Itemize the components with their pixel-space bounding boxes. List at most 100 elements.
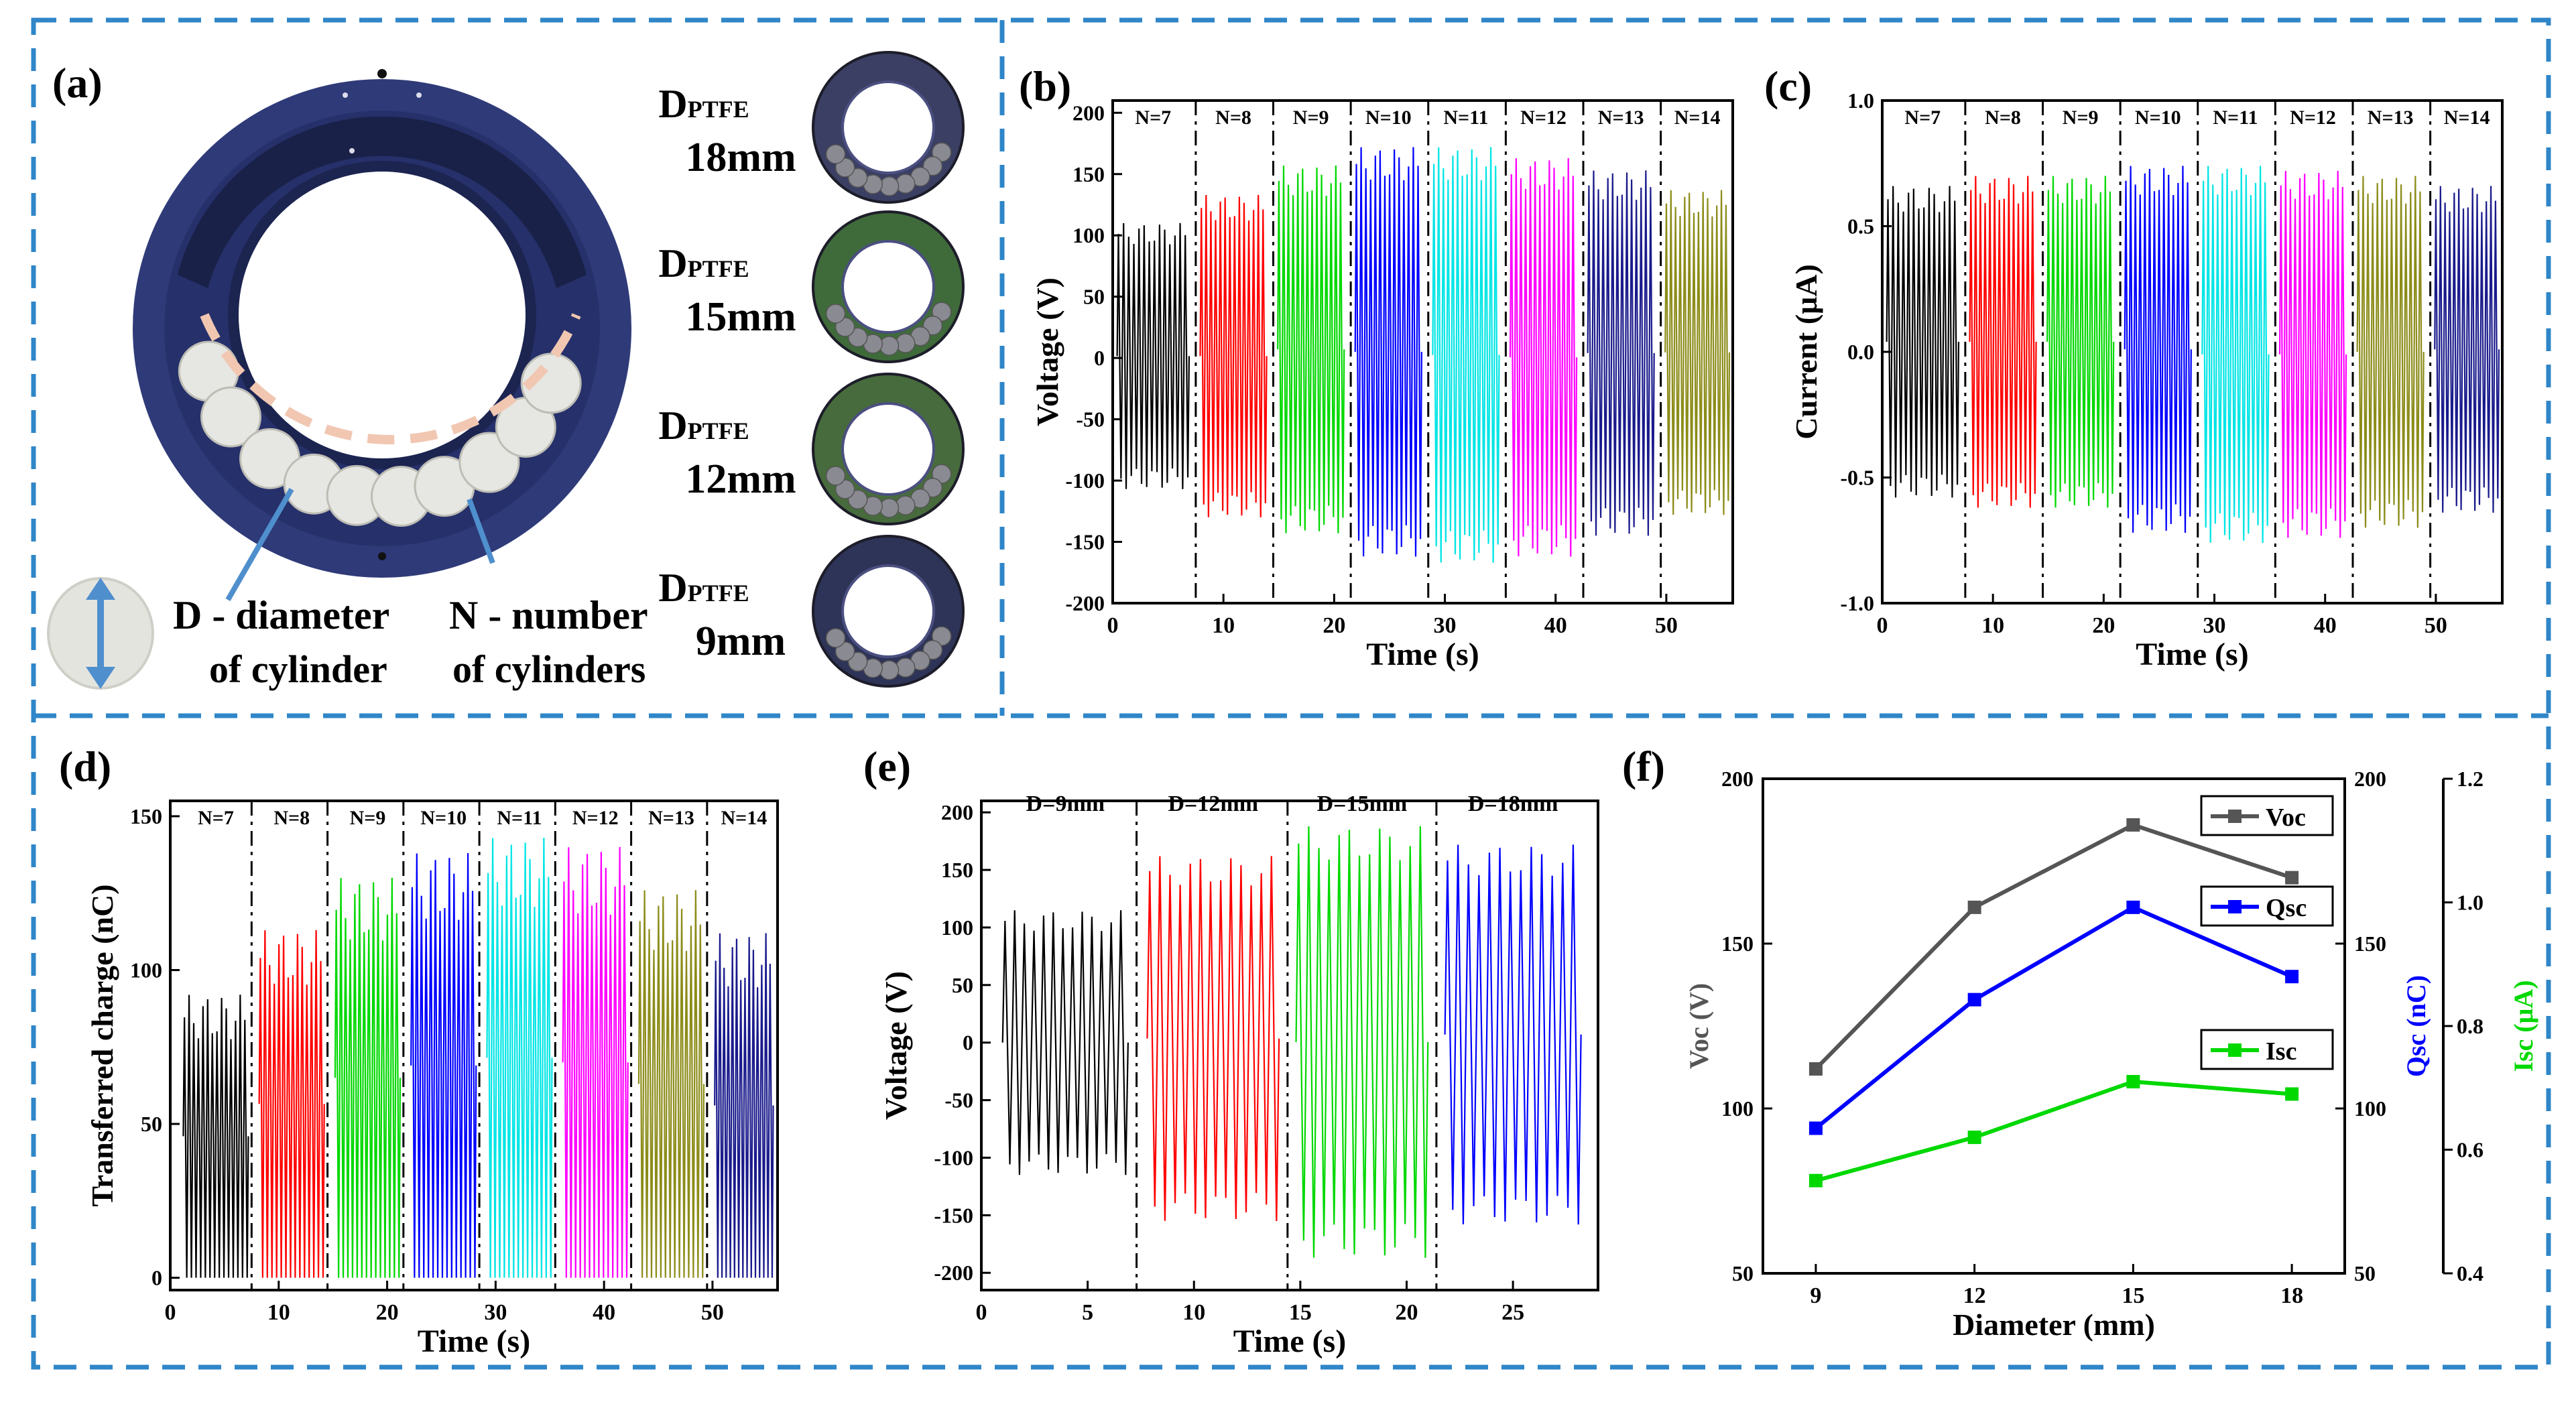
y-tick-label: -200	[934, 1261, 973, 1285]
signal-trace-d15mm	[1295, 826, 1429, 1258]
panel-label: (c)	[1764, 62, 1812, 110]
x-tick-label: 0	[165, 1300, 176, 1325]
y-tick-label-isc: 0.4	[2457, 1261, 2483, 1285]
pointer-line-d	[225, 488, 294, 601]
ring-roller-dot	[932, 142, 952, 162]
segment-label: N=13	[648, 807, 694, 829]
x-axis-title: Time (s)	[1366, 637, 1479, 672]
segment-label: D=15mm	[1317, 791, 1408, 816]
n-number-label: N - number	[449, 593, 648, 637]
y-tick-label: -50	[944, 1088, 973, 1112]
signal-trace-n8	[258, 930, 325, 1278]
y-axis-title: Voltage (V)	[879, 971, 913, 1120]
ring-roller-dot	[895, 657, 916, 678]
ring-diameter-size: 18mm	[685, 135, 796, 180]
series-line-isc	[1815, 1079, 2292, 1183]
ring-roller-dot	[932, 464, 952, 484]
y-tick-label: -1.0	[1840, 591, 1874, 615]
mount-hole	[377, 69, 387, 78]
d-diameter-label-line2: of cylinder	[209, 647, 387, 691]
panel-label: (b)	[1019, 62, 1071, 110]
y-tick-label: -150	[934, 1203, 973, 1227]
y-tick-label: 100	[130, 958, 162, 982]
segment-label: D=9mm	[1026, 791, 1105, 816]
ring-diameter-label: DPTFE	[658, 566, 749, 610]
signal-trace-n8	[1969, 176, 2037, 508]
cylinder-diameter-icon	[47, 577, 154, 690]
y-axis-title: Voltage (V)	[1030, 277, 1064, 426]
y-tick-label-voc: 200	[1721, 767, 1754, 791]
arrow-down-icon	[86, 667, 115, 689]
x-tick-label: 20	[376, 1300, 399, 1325]
signal-trace-n9	[2046, 176, 2115, 508]
legend-marker	[2228, 810, 2242, 823]
segment-label: N=11	[497, 807, 542, 829]
segment-label: N=8	[1985, 107, 2021, 129]
x-axis-title: Time (s)	[1233, 1324, 1346, 1359]
ring-diameter-label: DPTFE	[658, 403, 749, 448]
y-tick-label: -100	[934, 1145, 973, 1169]
y-tick-label-voc: 50	[1732, 1261, 1754, 1285]
series-marker-voc	[1808, 1062, 1823, 1076]
signal-trace-d12mm	[1146, 856, 1280, 1221]
signal-trace-n7	[1886, 186, 1960, 498]
y-tick-label-qsc: 200	[2354, 767, 2386, 791]
arrow-up-icon	[86, 578, 115, 600]
signal-trace-n13	[2356, 176, 2425, 528]
y-tick-label: 150	[1072, 162, 1105, 186]
segment-label: N=12	[2290, 107, 2336, 129]
panel-label: (d)	[59, 743, 111, 790]
segment-label: N=10	[420, 807, 467, 829]
y-tick-label: 150	[130, 804, 162, 828]
n-number-label-line2: of cylinders	[452, 647, 646, 691]
x-axis-title: Time (s)	[418, 1324, 530, 1359]
x-tick-label: 40	[2314, 613, 2337, 638]
panel-d-charge-chart: (d) N=7 N=8 N=9 N=10 N=11 N=12 N=13 N=14 0 10 20 30 4…	[59, 743, 779, 1359]
y-axis-title-isc: Isc (μA)	[2508, 980, 2538, 1072]
ring-roller-dot	[895, 333, 916, 353]
y-tick-label: 0.0	[1847, 340, 1874, 364]
y-tick-label: 0	[963, 1031, 973, 1055]
ptfe-ring-bore	[841, 240, 935, 334]
x-tick-label: 30	[484, 1300, 507, 1325]
panel-frames	[31, 17, 2551, 1370]
x-tick-label: 0	[1877, 613, 1888, 638]
segment-label: N=9	[2063, 107, 2099, 129]
ring-roller-dot	[895, 495, 916, 515]
legend-qsc: Qsc	[2200, 885, 2334, 927]
series-marker-voc	[2126, 818, 2140, 832]
ring-diameter-prefix: D	[658, 403, 687, 448]
x-axis-title: Diameter (mm)	[1953, 1308, 2155, 1342]
ring-diameter-subscript: PTFE	[688, 418, 749, 444]
panel-f-summary-chart: (f) 9 12 15 18 Diameter (mm) 50 100 150 200 Voc (V…	[1622, 743, 2538, 1342]
mount-dot	[416, 92, 422, 98]
signal-trace-d9mm	[1001, 910, 1129, 1175]
ring-roller-dot	[879, 336, 900, 356]
x-tick-label: 10	[1182, 1300, 1205, 1325]
cylinder-roller	[200, 386, 262, 448]
y-tick-label: 200	[941, 800, 973, 824]
pointer-line-n	[467, 498, 495, 564]
ring-diameter-subscript: PTFE	[688, 580, 749, 607]
segment-label: N=7	[198, 807, 234, 829]
x-tick-label: 18	[2280, 1283, 2303, 1308]
x-tick-label: 0	[1107, 613, 1119, 638]
legend-label: Isc	[2266, 1037, 2296, 1066]
segment-label: N=11	[2213, 107, 2258, 129]
signal-trace-n11	[2201, 166, 2270, 544]
panel-label: (f)	[1622, 743, 1665, 790]
x-tick-label: 10	[267, 1300, 290, 1325]
series-marker-isc	[1808, 1173, 1823, 1188]
ring-roller-dot	[825, 304, 846, 324]
signal-trace-n9	[1277, 165, 1345, 533]
segment-label: N=8	[1215, 107, 1251, 129]
y-tick-label-isc: 0.6	[2457, 1138, 2483, 1162]
y-tick-label: -200	[1065, 591, 1105, 615]
ring-roller-dot	[895, 174, 916, 194]
y-tick-label: 150	[941, 858, 973, 882]
legend-voc: Voc	[2200, 795, 2334, 836]
mount-dot	[343, 92, 348, 98]
x-tick-label: 25	[1501, 1300, 1524, 1325]
outer-frame	[31, 17, 2551, 1370]
signal-trace-n11	[486, 838, 553, 1278]
